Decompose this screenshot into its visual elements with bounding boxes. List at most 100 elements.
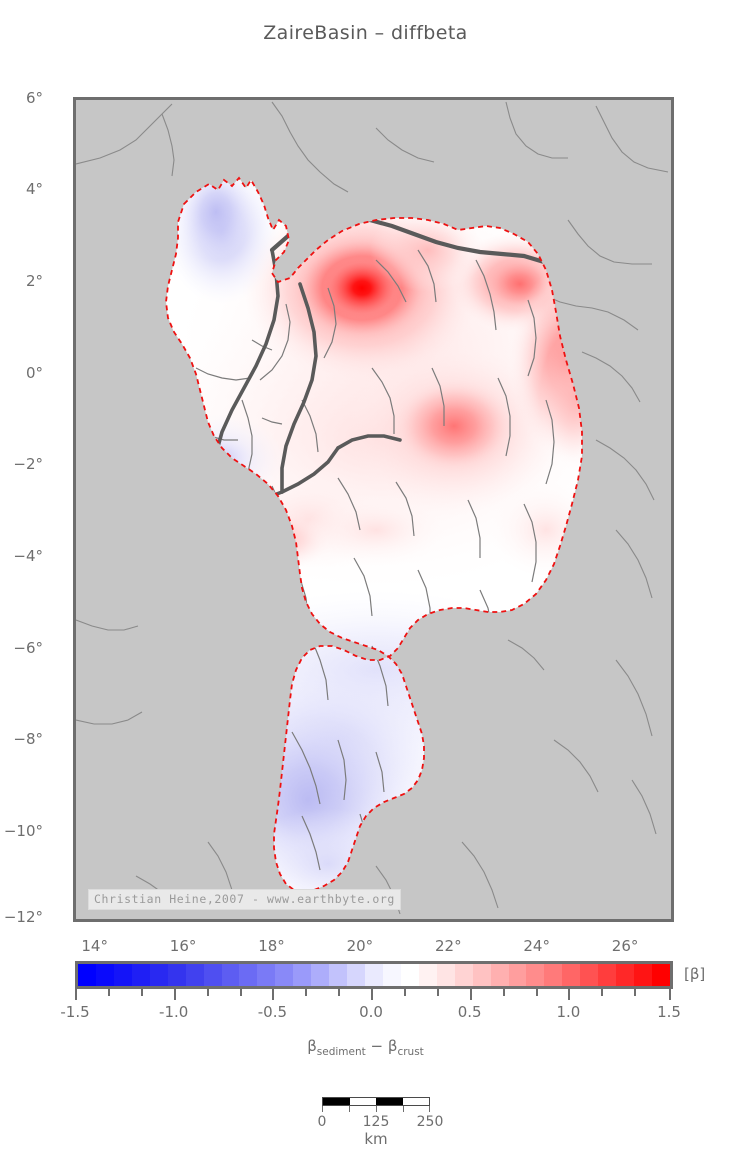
x-axis-label: 20° (346, 937, 374, 955)
y-tick-right (671, 650, 674, 652)
x-tick-14 (98, 919, 100, 922)
y-tick-m8 (73, 741, 76, 743)
y-minor (73, 169, 76, 171)
x-minor (496, 919, 498, 922)
colorbar-swatch-21 (454, 964, 473, 986)
x-minor (429, 919, 431, 922)
colorbar-swatch-29 (598, 964, 617, 986)
colorbar-swatch-24 (508, 964, 527, 986)
y-minor (73, 787, 76, 789)
y-minor-right (671, 787, 674, 789)
x-minor-top (584, 97, 586, 100)
y-tick-right (671, 375, 674, 377)
x-minor-top (230, 97, 232, 100)
colorbar-swatch-17 (382, 964, 401, 986)
x-minor (473, 919, 475, 922)
x-minor (297, 919, 299, 922)
y-tick-m12 (73, 918, 76, 920)
cb-minor (436, 989, 439, 996)
y-minor (73, 581, 76, 583)
cb-minor (535, 989, 538, 996)
colorbar-swatch-6 (185, 964, 204, 986)
y-minor (73, 902, 76, 904)
scale-label: 250 (416, 1114, 444, 1130)
colorbar: -1.5 -1.0 -0.5 0.0 0.5 1.0 1.5 (60, 961, 681, 1021)
cb-minor (140, 989, 143, 996)
map-plot-area: Christian Heine,2007 - www.earthbyte.org (73, 97, 674, 922)
y-minor (73, 352, 76, 354)
x-minor (650, 919, 652, 922)
colorbar-swatch-1 (95, 964, 114, 986)
cb-label: -0.5 (257, 1003, 288, 1021)
colorbar-swatch-12 (293, 964, 312, 986)
y-tick-m4 (73, 558, 76, 560)
scale-unit-label: km (364, 1130, 388, 1148)
x-tick-22 (451, 919, 453, 922)
y-tick-right (671, 192, 674, 194)
x-minor (606, 919, 608, 922)
x-minor (252, 919, 254, 922)
colorbar-swatch-15 (347, 964, 365, 986)
cb-minor (403, 989, 406, 996)
x-tick-top (363, 97, 365, 100)
colorbar-gradient (75, 961, 673, 989)
caption-beta-2: β (387, 1037, 398, 1055)
x-minor-top (142, 97, 144, 100)
colorbar-swatch-20 (436, 964, 455, 986)
y-tick-4 (73, 192, 76, 194)
y-minor (73, 215, 76, 217)
colorbar-swatch-5 (167, 964, 186, 986)
x-tick-18 (275, 919, 277, 922)
y-minor-right (671, 604, 674, 606)
cb-minor (239, 989, 242, 996)
scale-label: 0 (317, 1114, 327, 1130)
caption-beta-1: β (307, 1037, 317, 1055)
y-tick-0 (73, 375, 76, 377)
colorbar-swatch-18 (400, 964, 419, 986)
x-axis-label: 26° (611, 937, 639, 955)
y-axis-label: −8° (13, 730, 43, 748)
y-minor (73, 718, 76, 720)
scale-segment (349, 1098, 376, 1105)
x-minor (385, 919, 387, 922)
y-minor-right (671, 329, 674, 331)
cb-tick (75, 989, 77, 1000)
y-minor (73, 673, 76, 675)
colorbar-swatch-28 (580, 964, 599, 986)
caption-minus: − (365, 1037, 388, 1055)
colorbar-swatch-13 (311, 964, 330, 986)
cb-tick (669, 989, 671, 1000)
y-minor-right (671, 237, 674, 239)
map-raster (76, 100, 671, 919)
caption-sub-crust: crust (397, 1046, 424, 1058)
y-tick-m2 (73, 466, 76, 468)
x-tick-top (186, 97, 188, 100)
x-minor (562, 919, 564, 922)
y-tick-right (671, 918, 674, 920)
y-axis-label: −6° (13, 639, 43, 657)
y-minor (73, 444, 76, 446)
x-minor (208, 919, 210, 922)
y-minor-right (671, 421, 674, 423)
x-tick-top (628, 97, 630, 100)
cb-label: 1.5 (657, 1003, 681, 1021)
colorbar-swatch-7 (203, 964, 222, 986)
x-axis-label: 14° (81, 937, 108, 955)
scale-bar-segments (322, 1097, 430, 1106)
x-axis-label: 18° (258, 937, 285, 955)
y-minor (73, 512, 76, 514)
scale-bar: 0 125 250 (318, 1097, 443, 1130)
colorbar-swatch-0 (78, 964, 96, 986)
x-axis-label: 24° (523, 937, 550, 955)
cb-tick (469, 989, 472, 1000)
x-minor (164, 919, 166, 922)
x-tick-26 (628, 919, 630, 922)
y-axis-label: 4° (25, 180, 43, 198)
colorbar-swatch-11 (275, 964, 294, 986)
colorbar-swatch-10 (257, 964, 276, 986)
colorbar-swatch-8 (221, 964, 240, 986)
y-minor (73, 627, 76, 629)
x-minor (584, 919, 586, 922)
colorbar-swatch-3 (131, 964, 150, 986)
x-tick-16 (186, 919, 188, 922)
